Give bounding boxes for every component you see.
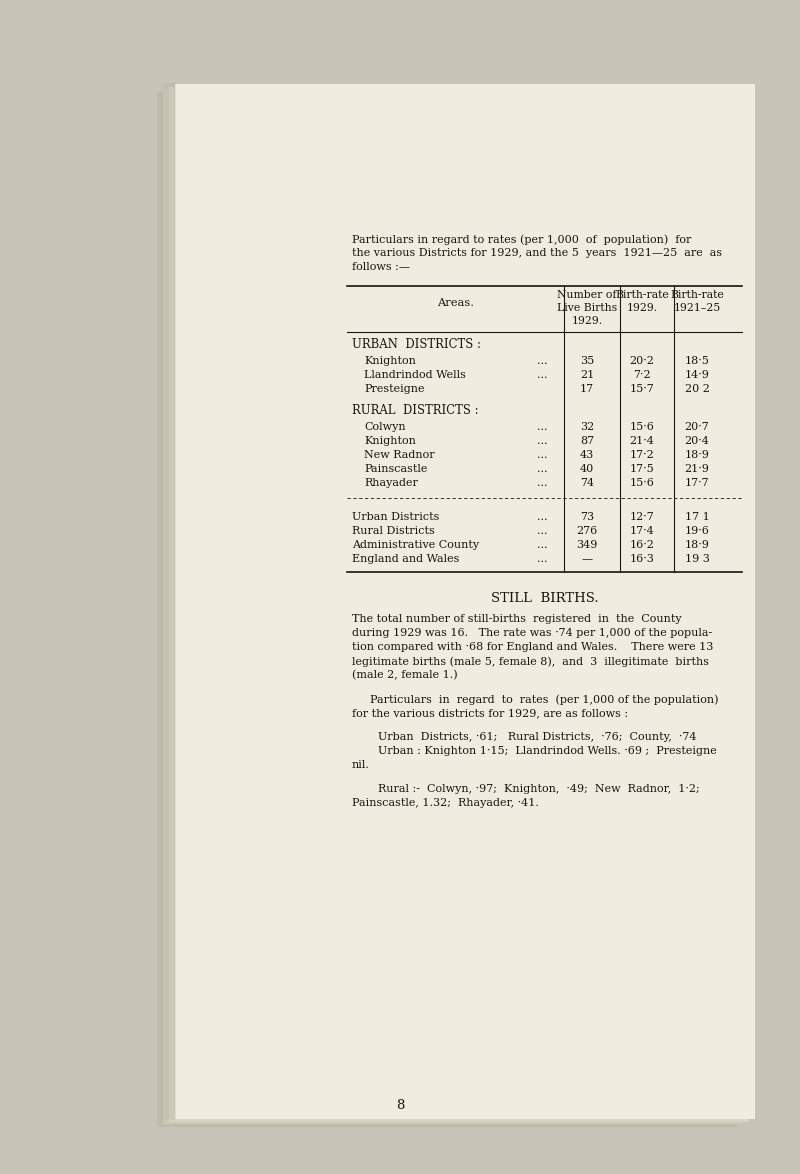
Text: Knighton: Knighton — [364, 436, 416, 446]
Text: 87: 87 — [580, 436, 594, 446]
Text: 32: 32 — [580, 421, 594, 432]
Text: ...: ... — [537, 540, 547, 549]
Text: 17 1: 17 1 — [685, 512, 710, 522]
Text: 349: 349 — [576, 540, 598, 549]
Text: Urban Districts: Urban Districts — [352, 512, 439, 522]
Text: England and Wales: England and Wales — [352, 554, 459, 564]
FancyBboxPatch shape — [175, 85, 755, 1119]
Text: 1921–25: 1921–25 — [674, 303, 721, 313]
Text: Urban  Districts, ·61;   Rural Districts,  ·76;  County,  ·74: Urban Districts, ·61; Rural Districts, ·… — [378, 733, 697, 742]
Text: Administrative County: Administrative County — [352, 540, 479, 549]
Text: Knighton: Knighton — [364, 356, 416, 366]
Text: (male 2, female 1.): (male 2, female 1.) — [352, 670, 458, 681]
Text: 73: 73 — [580, 512, 594, 522]
Text: 17·4: 17·4 — [630, 526, 654, 537]
Text: 20·7: 20·7 — [685, 421, 710, 432]
Text: Rural Districts: Rural Districts — [352, 526, 434, 537]
FancyBboxPatch shape — [163, 89, 743, 1124]
Text: 1929.: 1929. — [571, 316, 602, 326]
Text: 35: 35 — [580, 356, 594, 366]
Text: 18·9: 18·9 — [685, 450, 710, 460]
Text: 18·5: 18·5 — [685, 356, 710, 366]
Text: 18·9: 18·9 — [685, 540, 710, 549]
Text: Live Births: Live Births — [557, 303, 617, 313]
Text: 14·9: 14·9 — [685, 370, 710, 380]
FancyBboxPatch shape — [169, 87, 749, 1122]
Text: Birth-rate: Birth-rate — [670, 290, 724, 301]
Text: ...: ... — [537, 370, 547, 380]
Text: 21: 21 — [580, 370, 594, 380]
FancyBboxPatch shape — [157, 92, 737, 1127]
Text: during 1929 was 16.   The rate was ·74 per 1,000 of the popula-: during 1929 was 16. The rate was ·74 per… — [352, 628, 712, 637]
Text: Birth-rate: Birth-rate — [615, 290, 669, 301]
Text: 21·9: 21·9 — [685, 464, 710, 474]
Text: Particulars in regard to rates (per 1,000  of  population)  for: Particulars in regard to rates (per 1,00… — [352, 234, 691, 244]
Text: 19 3: 19 3 — [685, 554, 710, 564]
Text: New Radnor: New Radnor — [364, 450, 434, 460]
Text: ...: ... — [537, 464, 547, 474]
Text: Areas.: Areas. — [437, 298, 474, 308]
Text: 17·2: 17·2 — [630, 450, 654, 460]
Text: ...: ... — [537, 436, 547, 446]
Text: the various Districts for 1929, and the 5  years  1921—25  are  as: the various Districts for 1929, and the … — [352, 248, 722, 258]
Text: 16·2: 16·2 — [630, 540, 654, 549]
Text: Particulars  in  regard  to  rates  (per 1,000 of the population): Particulars in regard to rates (per 1,00… — [370, 694, 718, 704]
Text: 15·6: 15·6 — [630, 421, 654, 432]
Text: 8: 8 — [396, 1099, 404, 1112]
Text: URBAN  DISTRICTS :: URBAN DISTRICTS : — [352, 338, 481, 351]
Text: 16·3: 16·3 — [630, 554, 654, 564]
Text: 7·2: 7·2 — [633, 370, 651, 380]
Text: ...: ... — [537, 450, 547, 460]
Text: ...: ... — [537, 526, 547, 537]
Text: 43: 43 — [580, 450, 594, 460]
Text: Colwyn: Colwyn — [364, 421, 406, 432]
Text: Rhayader: Rhayader — [364, 478, 418, 488]
Text: 15·7: 15·7 — [630, 384, 654, 394]
Text: RURAL  DISTRICTS :: RURAL DISTRICTS : — [352, 404, 478, 417]
Text: 15·6: 15·6 — [630, 478, 654, 488]
Text: 20·4: 20·4 — [685, 436, 710, 446]
Text: ...: ... — [537, 554, 547, 564]
Text: STILL  BIRTHS.: STILL BIRTHS. — [490, 592, 598, 605]
Text: 17: 17 — [580, 384, 594, 394]
Text: legitimate births (male 5, female 8),  and  3  illegitimate  births: legitimate births (male 5, female 8), an… — [352, 656, 709, 667]
Text: ...: ... — [537, 356, 547, 366]
Text: tion compared with ·68 for England and Wales.    There were 13: tion compared with ·68 for England and W… — [352, 642, 714, 652]
Text: Painscastle: Painscastle — [364, 464, 427, 474]
Text: 74: 74 — [580, 478, 594, 488]
Text: —: — — [582, 554, 593, 564]
Text: The total number of still-births  registered  in  the  County: The total number of still-births registe… — [352, 614, 682, 625]
Text: Number of: Number of — [558, 290, 617, 301]
Text: 21·4: 21·4 — [630, 436, 654, 446]
Text: for the various districts for 1929, are as follows :: for the various districts for 1929, are … — [352, 708, 628, 718]
Text: 20 2: 20 2 — [685, 384, 710, 394]
Text: ...: ... — [537, 512, 547, 522]
Text: 12·7: 12·7 — [630, 512, 654, 522]
Text: 276: 276 — [576, 526, 598, 537]
Text: nil.: nil. — [352, 760, 370, 770]
Text: 1929.: 1929. — [626, 303, 658, 313]
Text: 17·5: 17·5 — [630, 464, 654, 474]
Text: 19·6: 19·6 — [685, 526, 710, 537]
Text: 40: 40 — [580, 464, 594, 474]
Text: Llandrindod Wells: Llandrindod Wells — [364, 370, 466, 380]
Text: 17·7: 17·7 — [685, 478, 710, 488]
Text: Painscastle, 1.32;  Rhayader, ·41.: Painscastle, 1.32; Rhayader, ·41. — [352, 798, 539, 808]
Text: ...: ... — [537, 478, 547, 488]
Text: 20·2: 20·2 — [630, 356, 654, 366]
Text: Presteigne: Presteigne — [364, 384, 425, 394]
Text: follows :—: follows :— — [352, 262, 410, 272]
Text: ...: ... — [537, 421, 547, 432]
Text: Rural :-  Colwyn, ·97;  Knighton,  ·49;  New  Radnor,  1·2;: Rural :- Colwyn, ·97; Knighton, ·49; New… — [378, 784, 700, 794]
Text: Urban : Knighton 1·15;  Llandrindod Wells. ·69 ;  Presteigne: Urban : Knighton 1·15; Llandrindod Wells… — [378, 745, 717, 756]
